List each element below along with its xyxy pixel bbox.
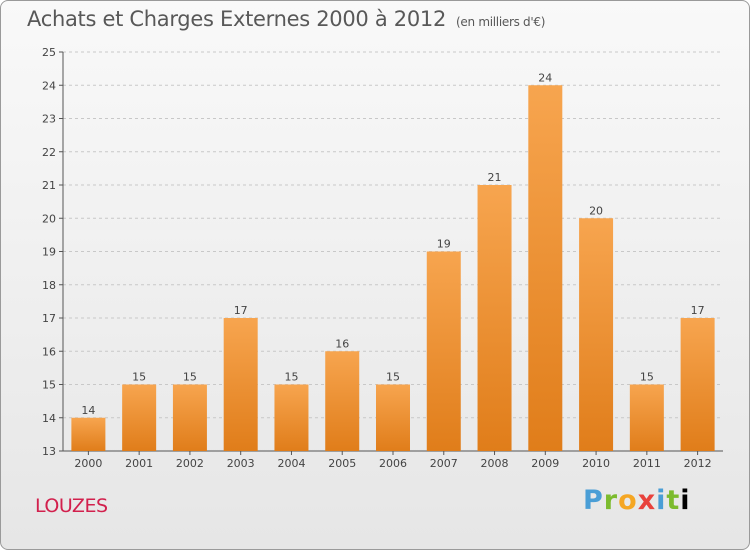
x-tick-label: 2000 bbox=[74, 457, 102, 470]
bar-value-label: 20 bbox=[589, 204, 603, 217]
bar-2001[interactable] bbox=[122, 384, 157, 452]
bar-value-label: 15 bbox=[183, 371, 197, 384]
y-tick-label: 25 bbox=[42, 46, 56, 59]
bar-value-label: 17 bbox=[691, 304, 705, 317]
chart-unit-label: (en milliers d'€) bbox=[456, 15, 546, 29]
x-tick-label: 2006 bbox=[379, 457, 407, 470]
y-tick-label: 19 bbox=[42, 246, 56, 259]
bar-2008[interactable] bbox=[477, 185, 512, 451]
y-tick-label: 23 bbox=[42, 113, 56, 126]
x-tick-label: 2008 bbox=[481, 457, 509, 470]
bar-value-label: 15 bbox=[132, 371, 146, 384]
x-tick-label: 2005 bbox=[328, 457, 356, 470]
bar-value-label: 17 bbox=[234, 304, 248, 317]
bar-value-label: 19 bbox=[437, 238, 451, 251]
bar-2010[interactable] bbox=[579, 218, 614, 451]
bar-value-label: 24 bbox=[538, 71, 552, 84]
bar-2003[interactable] bbox=[223, 318, 258, 451]
x-tick-label: 2001 bbox=[125, 457, 153, 470]
y-tick-label: 17 bbox=[42, 312, 56, 325]
bars bbox=[71, 85, 715, 452]
y-tick-label: 18 bbox=[42, 279, 56, 292]
place-name: LOUZES bbox=[35, 495, 108, 517]
y-tick-label: 14 bbox=[42, 412, 56, 425]
x-tick-label: 2007 bbox=[430, 457, 458, 470]
y-tick-label: 24 bbox=[42, 79, 56, 92]
axes: 13 14 15 16 17 18 19 20 21 22 23 24 25 bbox=[42, 46, 723, 458]
bar-value-label: 14 bbox=[81, 404, 95, 417]
bar-2006[interactable] bbox=[376, 384, 410, 452]
x-tick-label: 2011 bbox=[633, 457, 661, 470]
chart-title: Achats et Charges Externes 2000 à 2012 (e… bbox=[27, 7, 545, 31]
x-tick-label: 2004 bbox=[277, 457, 305, 470]
bar-value-label: 15 bbox=[386, 371, 400, 384]
y-tick-label: 21 bbox=[42, 179, 56, 192]
bar-2002[interactable] bbox=[172, 384, 207, 452]
bar-2007[interactable] bbox=[426, 251, 461, 452]
x-tick-label: 2003 bbox=[227, 457, 255, 470]
bar-2012[interactable] bbox=[680, 318, 715, 451]
bar-value-label: 21 bbox=[488, 171, 502, 184]
chart-title-text: Achats et Charges Externes 2000 à 2012 bbox=[27, 7, 447, 31]
bar-value-label: 16 bbox=[335, 337, 349, 350]
y-tick-label: 22 bbox=[42, 146, 56, 159]
bar-2011[interactable] bbox=[629, 384, 664, 452]
labels: 14 2000 15 2001 15 2002 17 2003 15 2004 16 2005 15 20… bbox=[74, 71, 711, 470]
x-tick-label: 2012 bbox=[684, 457, 712, 470]
bar-2000[interactable] bbox=[71, 417, 106, 451]
gridlines bbox=[63, 51, 723, 419]
x-tick-label: 2009 bbox=[531, 457, 559, 470]
x-tick-label: 2002 bbox=[176, 457, 204, 470]
bar-2009[interactable] bbox=[528, 85, 563, 451]
x-tick-label: 2010 bbox=[582, 457, 610, 470]
bar-2005[interactable] bbox=[325, 351, 360, 451]
bar-value-label: 15 bbox=[284, 371, 298, 384]
y-tick-label: 16 bbox=[42, 345, 56, 358]
bar-value-label: 15 bbox=[640, 371, 654, 384]
y-tick-label: 13 bbox=[42, 445, 56, 458]
y-tick-label: 20 bbox=[42, 212, 56, 225]
proxiti-logo[interactable]: Proxiti bbox=[583, 485, 691, 516]
y-tick-label: 15 bbox=[42, 379, 56, 392]
bar-2004[interactable] bbox=[274, 384, 309, 452]
